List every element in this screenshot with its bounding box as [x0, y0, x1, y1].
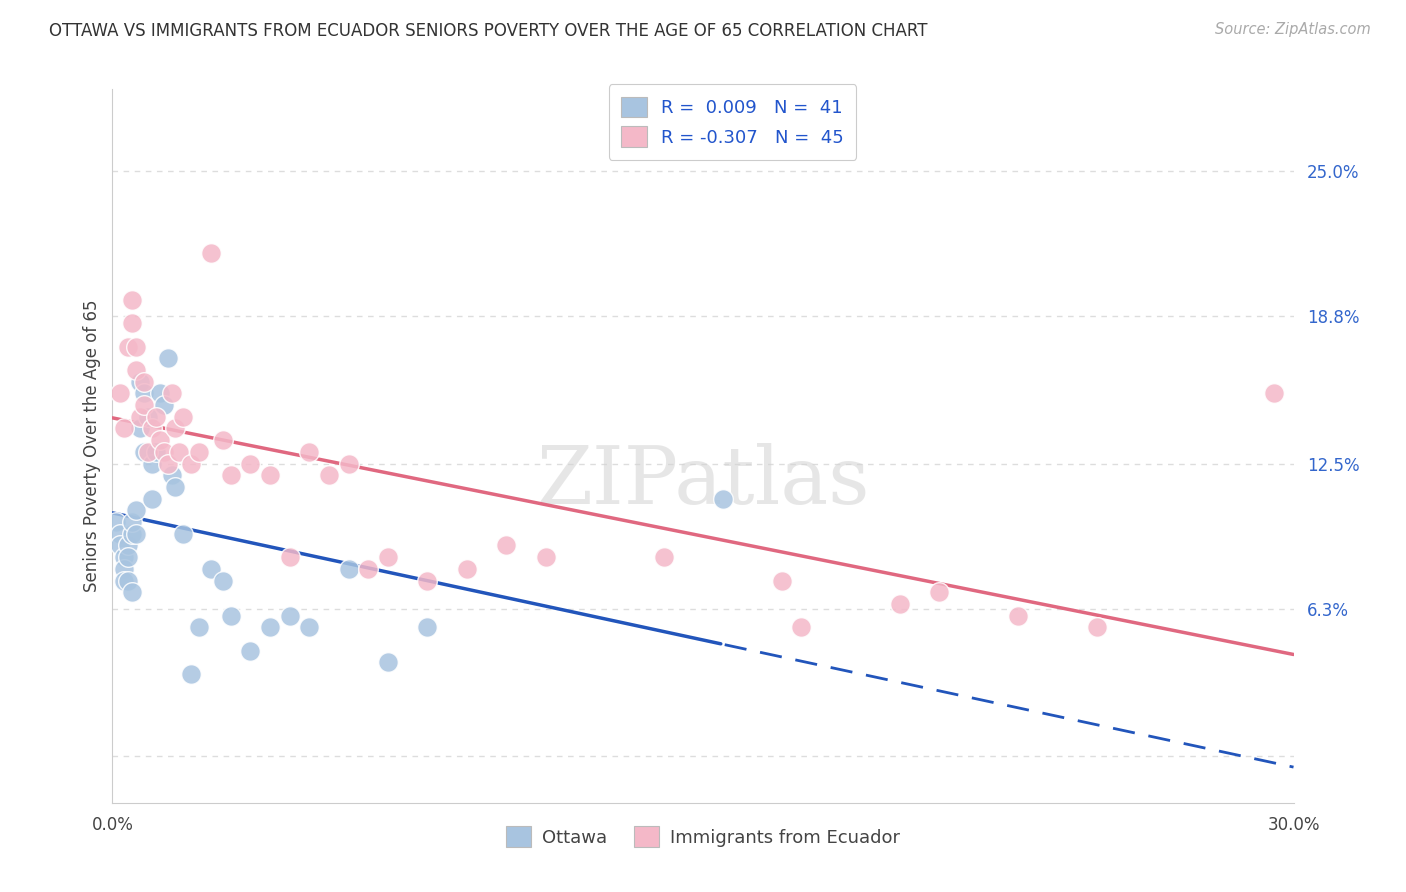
Point: [132, 445, 155, 459]
Point: [278, 550, 301, 565]
Point: [711, 491, 734, 506]
Point: [239, 644, 262, 658]
Point: [141, 491, 163, 506]
Point: [495, 538, 517, 552]
Point: [145, 445, 167, 459]
Point: [259, 468, 281, 483]
Point: [152, 445, 174, 459]
Point: [165, 480, 187, 494]
Point: [132, 398, 155, 412]
Point: [298, 620, 321, 634]
Point: [110, 526, 132, 541]
Point: [416, 574, 439, 588]
Point: [211, 574, 233, 588]
Y-axis label: Seniors Poverty Over the Age of 65: Seniors Poverty Over the Age of 65: [83, 300, 101, 592]
Point: [117, 550, 139, 565]
Point: [318, 468, 340, 483]
Point: [121, 316, 143, 330]
Point: [141, 421, 163, 435]
Point: [125, 526, 148, 541]
Text: OTTAWA VS IMMIGRANTS FROM ECUADOR SENIORS POVERTY OVER THE AGE OF 65 CORRELATION: OTTAWA VS IMMIGRANTS FROM ECUADOR SENIOR…: [49, 22, 928, 40]
Legend: Ottawa, Immigrants from Ecuador: Ottawa, Immigrants from Ecuador: [499, 819, 907, 855]
Point: [149, 386, 172, 401]
Point: [377, 656, 399, 670]
Point: [172, 526, 194, 541]
Point: [169, 445, 191, 459]
Point: [149, 433, 172, 447]
Point: [156, 351, 179, 366]
Point: [357, 562, 380, 576]
Point: [211, 433, 233, 447]
Point: [112, 562, 135, 576]
Point: [145, 409, 167, 424]
Text: Source: ZipAtlas.com: Source: ZipAtlas.com: [1215, 22, 1371, 37]
Point: [770, 574, 793, 588]
Point: [105, 515, 128, 529]
Point: [117, 538, 139, 552]
Point: [1263, 386, 1285, 401]
Point: [132, 386, 155, 401]
Point: [110, 386, 132, 401]
Point: [121, 515, 143, 529]
Point: [278, 608, 301, 623]
Point: [136, 409, 159, 424]
Point: [110, 538, 132, 552]
Point: [160, 468, 183, 483]
Point: [928, 585, 950, 599]
Point: [125, 363, 148, 377]
Point: [219, 468, 242, 483]
Point: [129, 421, 152, 435]
Point: [298, 445, 321, 459]
Point: [456, 562, 478, 576]
Point: [239, 457, 262, 471]
Point: [889, 597, 911, 611]
Point: [259, 620, 281, 634]
Point: [1085, 620, 1108, 634]
Point: [160, 386, 183, 401]
Point: [141, 457, 163, 471]
Point: [652, 550, 675, 565]
Point: [121, 526, 143, 541]
Point: [337, 562, 360, 576]
Point: [188, 445, 211, 459]
Point: [188, 620, 211, 634]
Point: [125, 503, 148, 517]
Point: [200, 246, 222, 260]
Point: [112, 421, 135, 435]
Point: [219, 608, 242, 623]
Point: [117, 574, 139, 588]
Point: [165, 421, 187, 435]
Point: [152, 398, 174, 412]
Point: [112, 550, 135, 565]
Point: [112, 574, 135, 588]
Point: [132, 375, 155, 389]
Point: [121, 293, 143, 307]
Point: [534, 550, 557, 565]
Point: [117, 340, 139, 354]
Point: [180, 457, 202, 471]
Point: [416, 620, 439, 634]
Text: ZIPatlas: ZIPatlas: [536, 442, 870, 521]
Point: [156, 457, 179, 471]
Point: [121, 585, 143, 599]
Point: [180, 667, 202, 681]
Point: [337, 457, 360, 471]
Point: [1007, 608, 1029, 623]
Point: [172, 409, 194, 424]
Point: [377, 550, 399, 565]
Point: [129, 409, 152, 424]
Point: [125, 340, 148, 354]
Point: [136, 445, 159, 459]
Point: [129, 375, 152, 389]
Point: [790, 620, 813, 634]
Point: [200, 562, 222, 576]
